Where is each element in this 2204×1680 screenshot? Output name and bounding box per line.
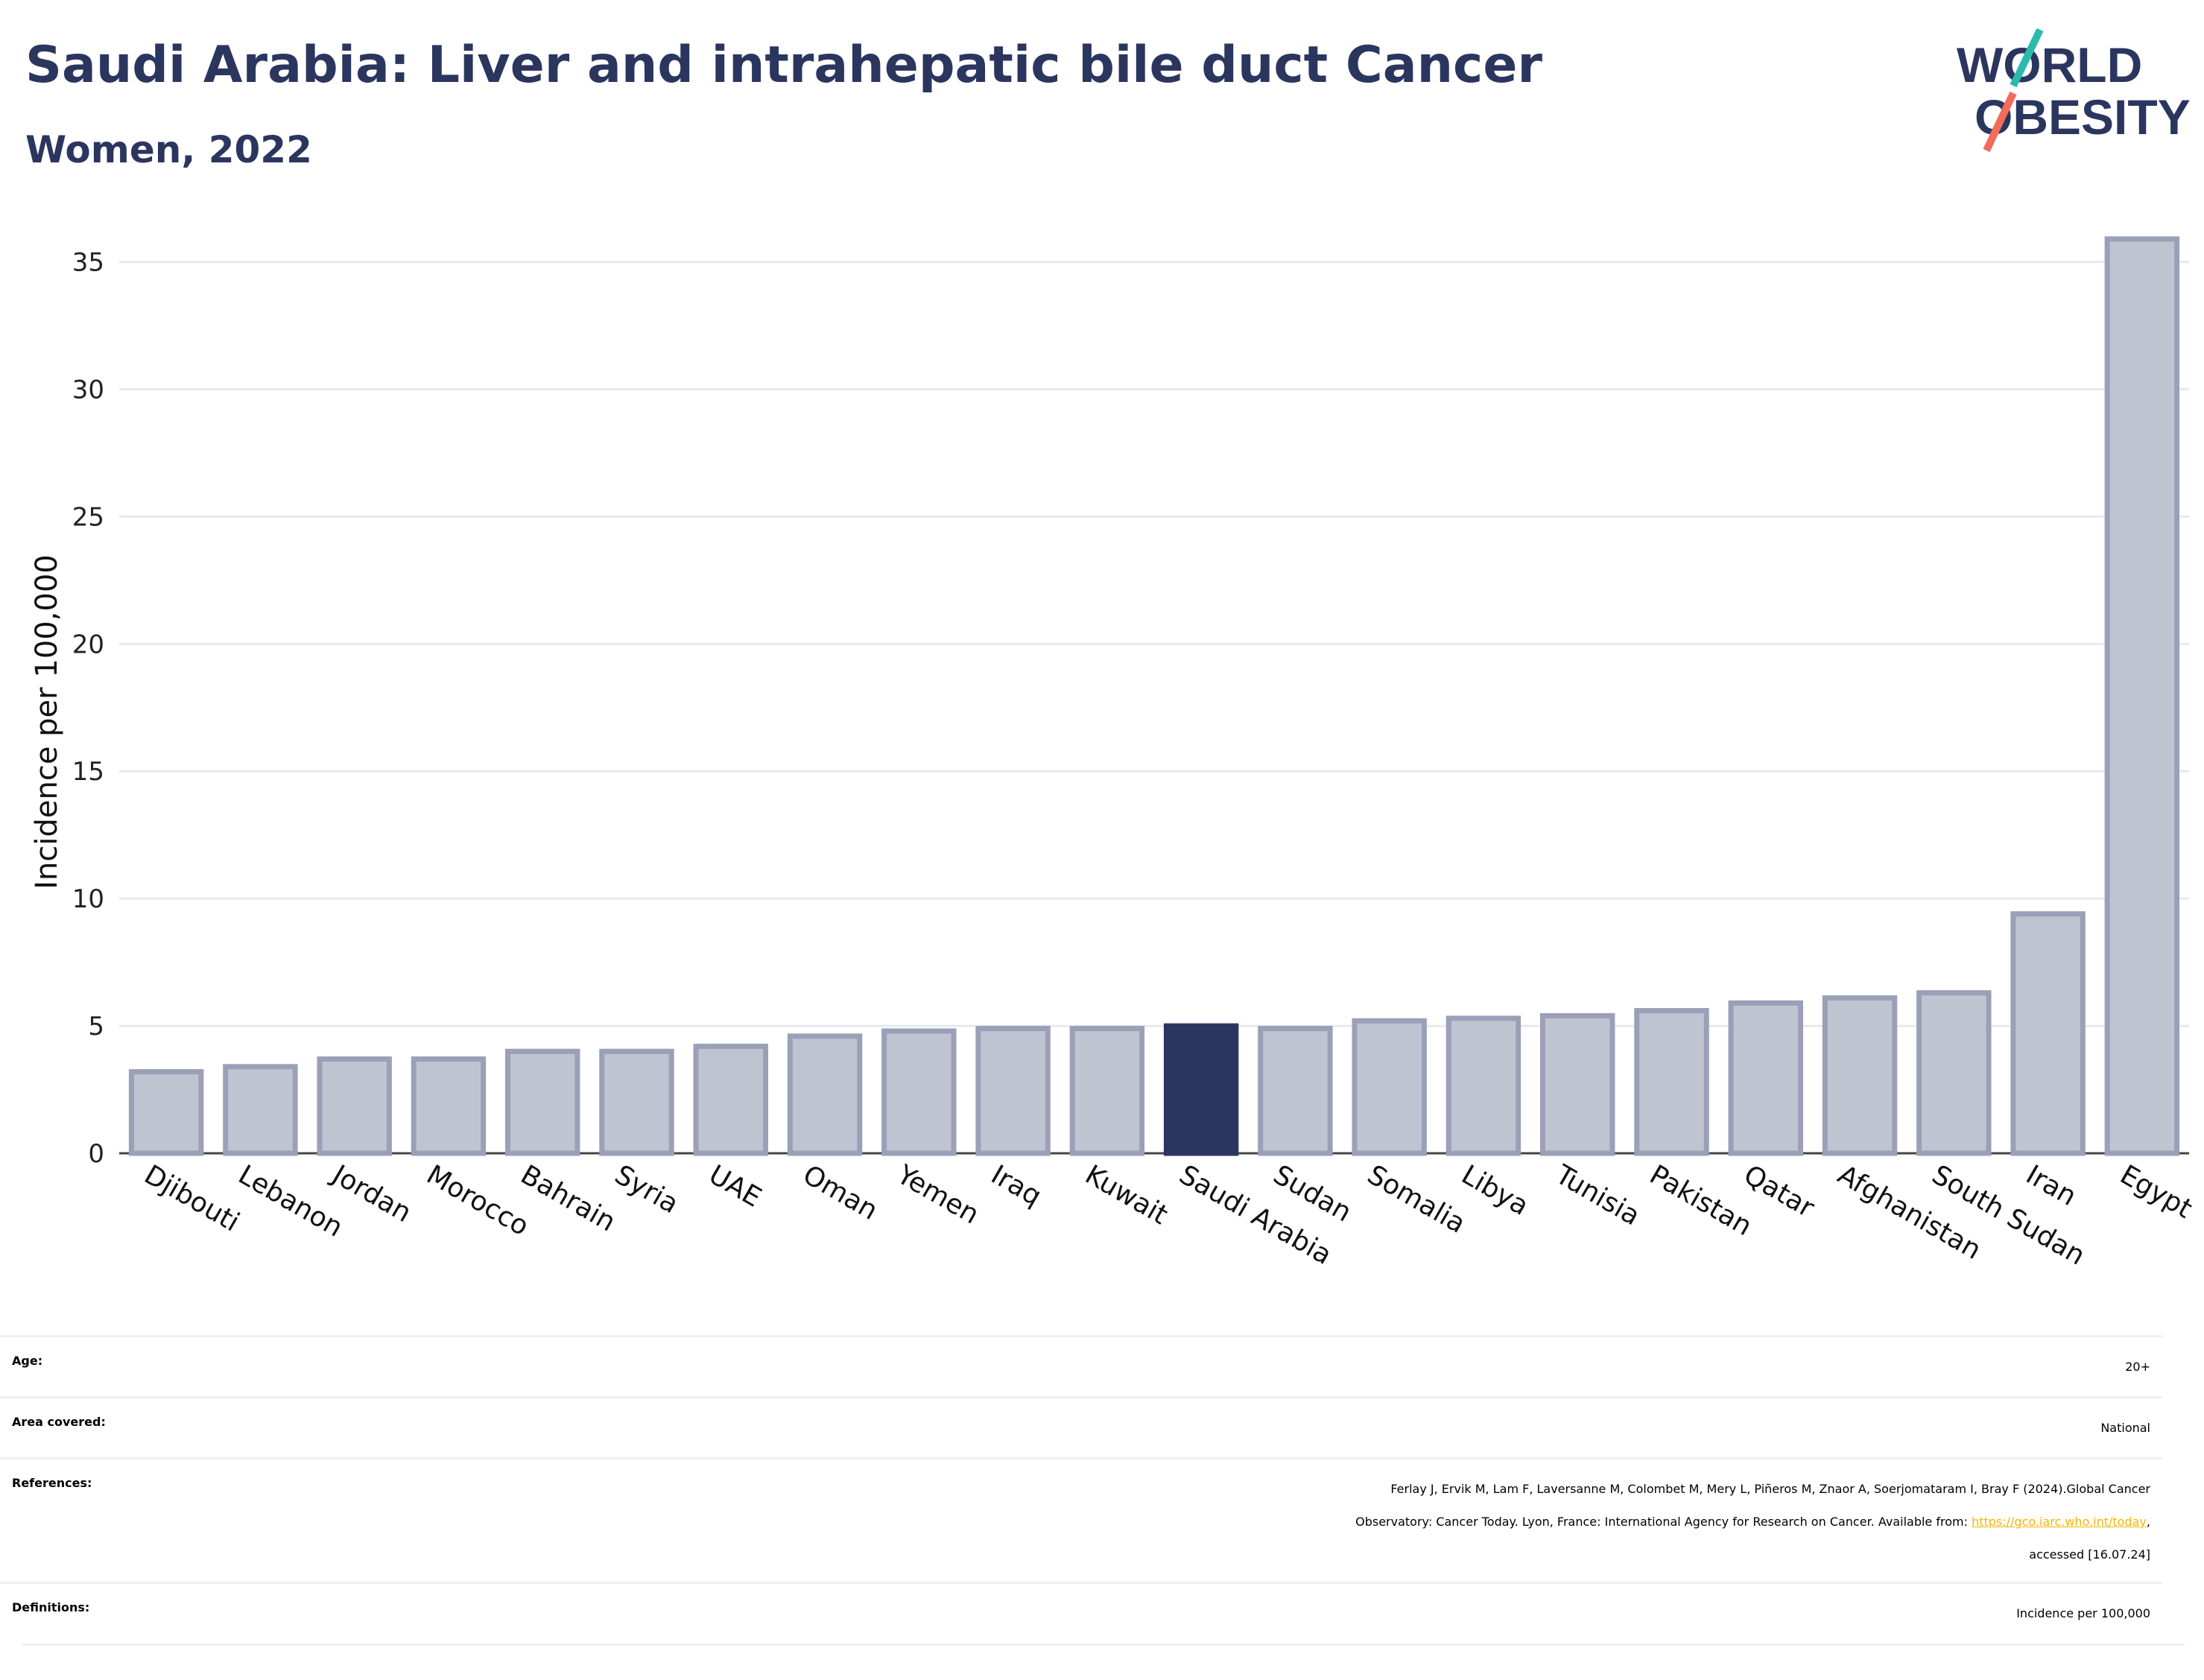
- age-label: Age:: [12, 1354, 43, 1368]
- y-tick-label: 0: [88, 1139, 104, 1169]
- bar: [1352, 1018, 1427, 1156]
- y-tick-label: 25: [72, 502, 104, 532]
- bar: [975, 1025, 1051, 1156]
- x-tick-label: Lebanon: [233, 1159, 348, 1243]
- bar: [1445, 1015, 1521, 1156]
- x-tick-label: Djibouti: [139, 1159, 244, 1237]
- logo-line1: WORLD: [1957, 37, 2142, 92]
- references-line1: Ferlay J, Ervik M, Lam F, Laversanne M, …: [1390, 1482, 2150, 1496]
- x-tick-label: UAE: [703, 1159, 766, 1213]
- references-value: Ferlay J, Ervik M, Lam F, Laversanne M, …: [1355, 1473, 2150, 1571]
- bar: [2104, 236, 2180, 1156]
- x-tick-label: Pakistan: [1644, 1159, 1757, 1242]
- references-line2: Observatory: Cancer Today. Lyon, France:…: [1355, 1515, 2150, 1529]
- bar: [1634, 1008, 1709, 1156]
- references-label: References:: [12, 1476, 92, 1490]
- definitions-value: Incidence per 100,000: [2016, 1606, 2150, 1620]
- y-tick-label: 15: [72, 757, 104, 787]
- bar: [599, 1048, 674, 1156]
- x-tick-label: Kuwait: [1080, 1159, 1173, 1231]
- x-tick-label: Bahrain: [516, 1159, 621, 1237]
- logo-slash-coral: [1983, 91, 2017, 153]
- meta-row-definitions: Definitions: Incidence per 100,000: [0, 1582, 2162, 1643]
- bar: [1069, 1025, 1145, 1156]
- y-tick-label: 5: [88, 1012, 104, 1042]
- world-obesity-logo: WORLD OBESITY: [1957, 28, 2191, 153]
- bar: [411, 1056, 487, 1156]
- references-line3: accessed [16.07.24]: [2029, 1547, 2150, 1562]
- bar: [881, 1028, 957, 1156]
- definitions-label: Definitions:: [12, 1600, 90, 1614]
- bar: [693, 1043, 768, 1156]
- meta-row-age: Age: 20+: [0, 1335, 2162, 1397]
- bar: [505, 1048, 580, 1156]
- bar-chart: 0 5 10 15 20 25 30 35 Incidence per 100,000 Djibo…: [30, 236, 2197, 1272]
- bar: [2010, 911, 2086, 1156]
- footer-bottom-divider: [22, 1643, 2185, 1646]
- y-tick-label: 10: [72, 884, 104, 914]
- area-value: National: [2100, 1421, 2150, 1435]
- y-tick-label: 35: [72, 248, 104, 278]
- page-subtitle: Women, 2022: [25, 128, 312, 171]
- bar: [1163, 1023, 1239, 1156]
- y-tick-label: 30: [72, 375, 104, 405]
- x-tick-label: Somalia: [1362, 1159, 1470, 1240]
- y-axis-title: Incidence per 100,000: [30, 554, 64, 890]
- x-tick-label: Oman: [798, 1159, 883, 1226]
- area-label: Area covered:: [12, 1415, 106, 1429]
- bar: [1540, 1012, 1615, 1156]
- bar: [223, 1064, 298, 1156]
- x-tick-label: Egypt: [2115, 1159, 2197, 1224]
- bar: [317, 1056, 392, 1156]
- x-tick-label: Yemen: [891, 1159, 984, 1231]
- references-link[interactable]: https://gco.iarc.who.int/today: [1972, 1515, 2147, 1529]
- meta-row-area: Area covered: National: [0, 1396, 2162, 1458]
- page-title: Saudi Arabia: Liver and intrahepatic bil…: [25, 36, 1543, 95]
- age-value: 20+: [2125, 1360, 2150, 1374]
- x-tick-label: Tunisia: [1550, 1159, 1645, 1232]
- x-tick-label: Morocco: [421, 1159, 533, 1242]
- bar: [128, 1069, 204, 1156]
- logo-slash-teal: [2010, 28, 2044, 88]
- bar: [787, 1033, 863, 1156]
- x-tick-label: Iran: [2021, 1159, 2081, 1212]
- y-tick-label: 20: [72, 630, 104, 659]
- x-tick-label: Iraq: [986, 1159, 1046, 1212]
- bar: [1258, 1025, 1333, 1156]
- meta-row-references: References: Ferlay J, Ervik M, Lam F, La…: [0, 1457, 2162, 1582]
- bar: [1916, 990, 1992, 1156]
- bar: [1728, 1000, 1803, 1156]
- bar: [1822, 995, 1898, 1156]
